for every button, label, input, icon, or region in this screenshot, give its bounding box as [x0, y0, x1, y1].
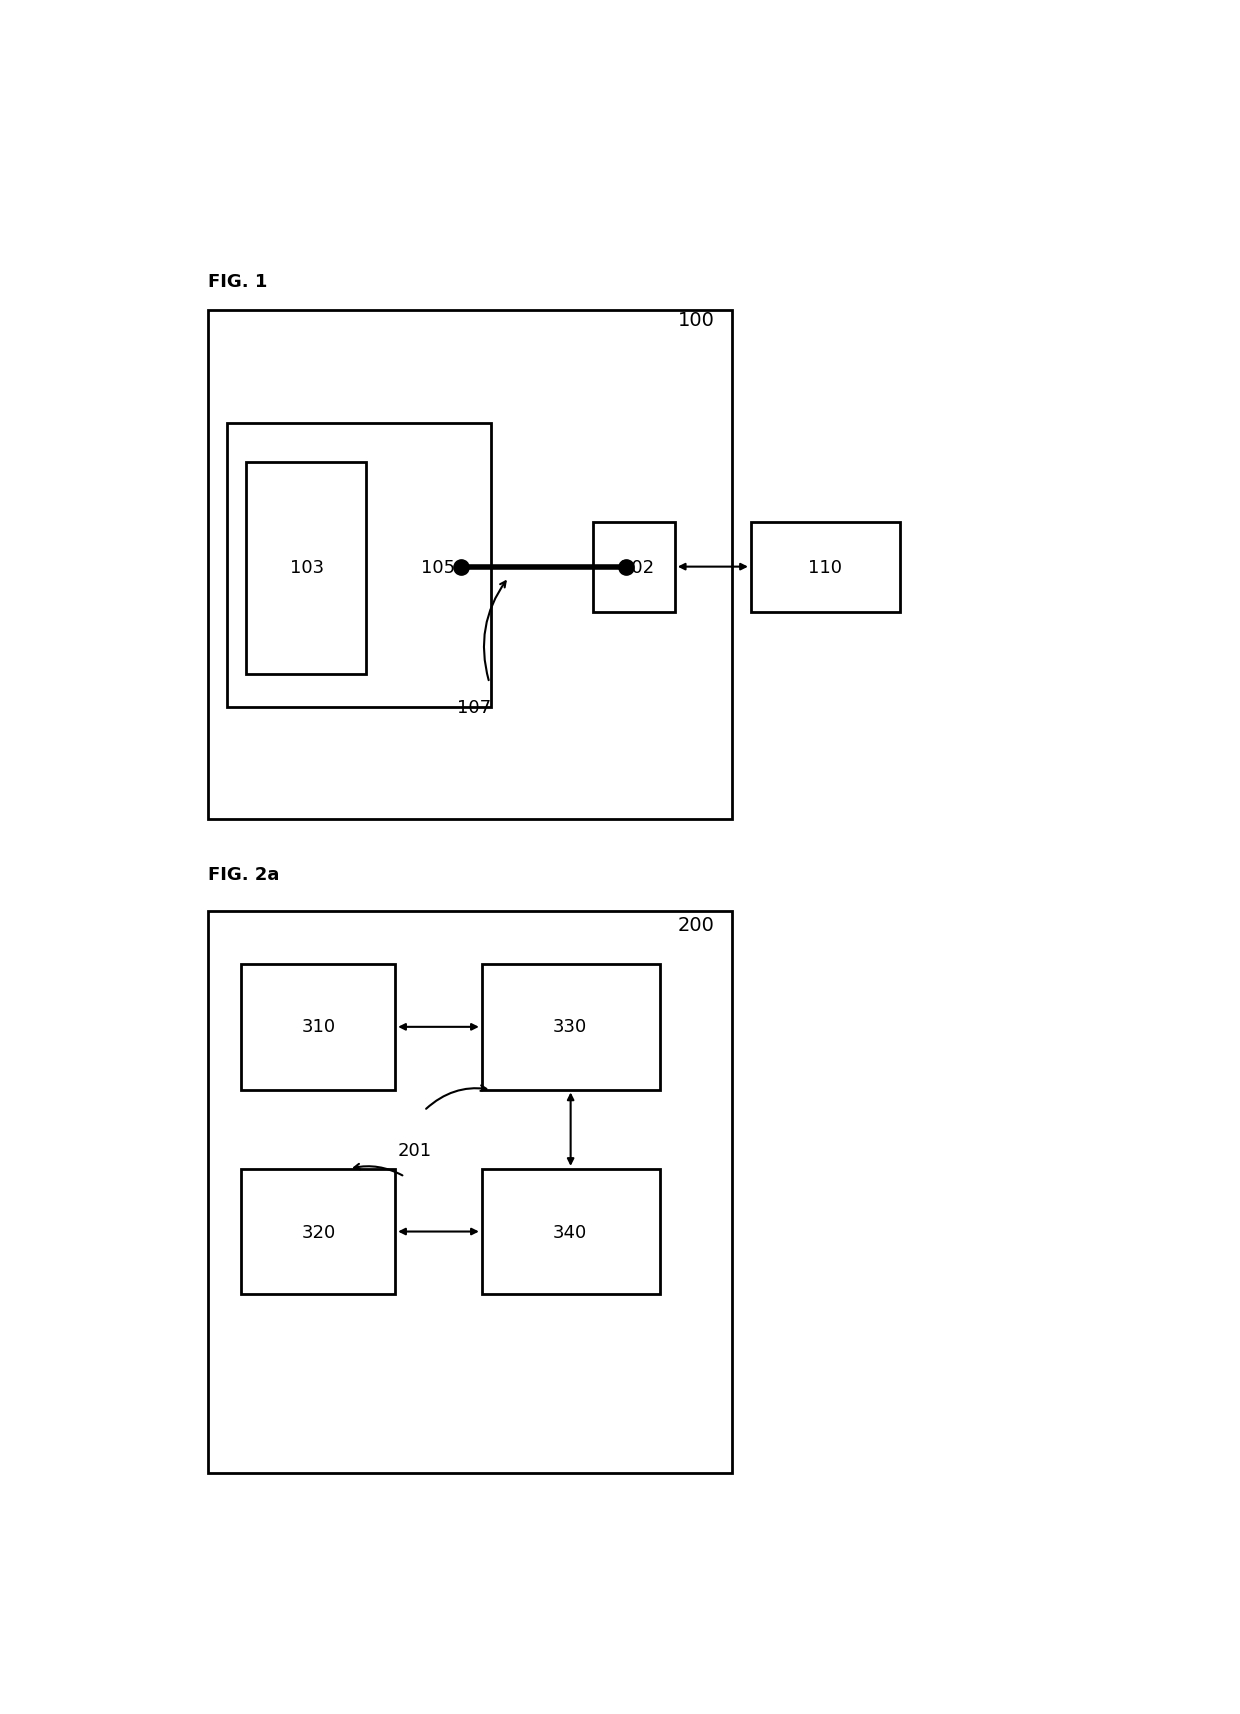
Bar — [208, 312, 732, 819]
Bar — [481, 1169, 660, 1294]
Bar — [247, 463, 367, 674]
Bar — [208, 912, 732, 1472]
Text: FIG. 1: FIG. 1 — [208, 273, 268, 291]
Text: 200: 200 — [677, 915, 714, 934]
Text: 102: 102 — [620, 559, 655, 576]
Bar — [227, 423, 491, 708]
Text: 310: 310 — [301, 1018, 336, 1035]
Text: 330: 330 — [553, 1018, 588, 1035]
Text: 320: 320 — [301, 1224, 336, 1241]
Text: FIG. 2a: FIG. 2a — [208, 866, 279, 884]
Bar — [593, 523, 675, 612]
Text: 100: 100 — [677, 310, 714, 331]
Bar — [751, 523, 900, 612]
Text: 201: 201 — [397, 1142, 432, 1160]
Text: 110: 110 — [807, 559, 842, 576]
Bar — [481, 965, 660, 1090]
Bar — [242, 1169, 396, 1294]
Bar — [242, 965, 396, 1090]
Text: 105: 105 — [422, 559, 455, 576]
Text: 340: 340 — [553, 1224, 588, 1241]
Text: 103: 103 — [290, 559, 324, 576]
Text: 107: 107 — [458, 698, 491, 716]
